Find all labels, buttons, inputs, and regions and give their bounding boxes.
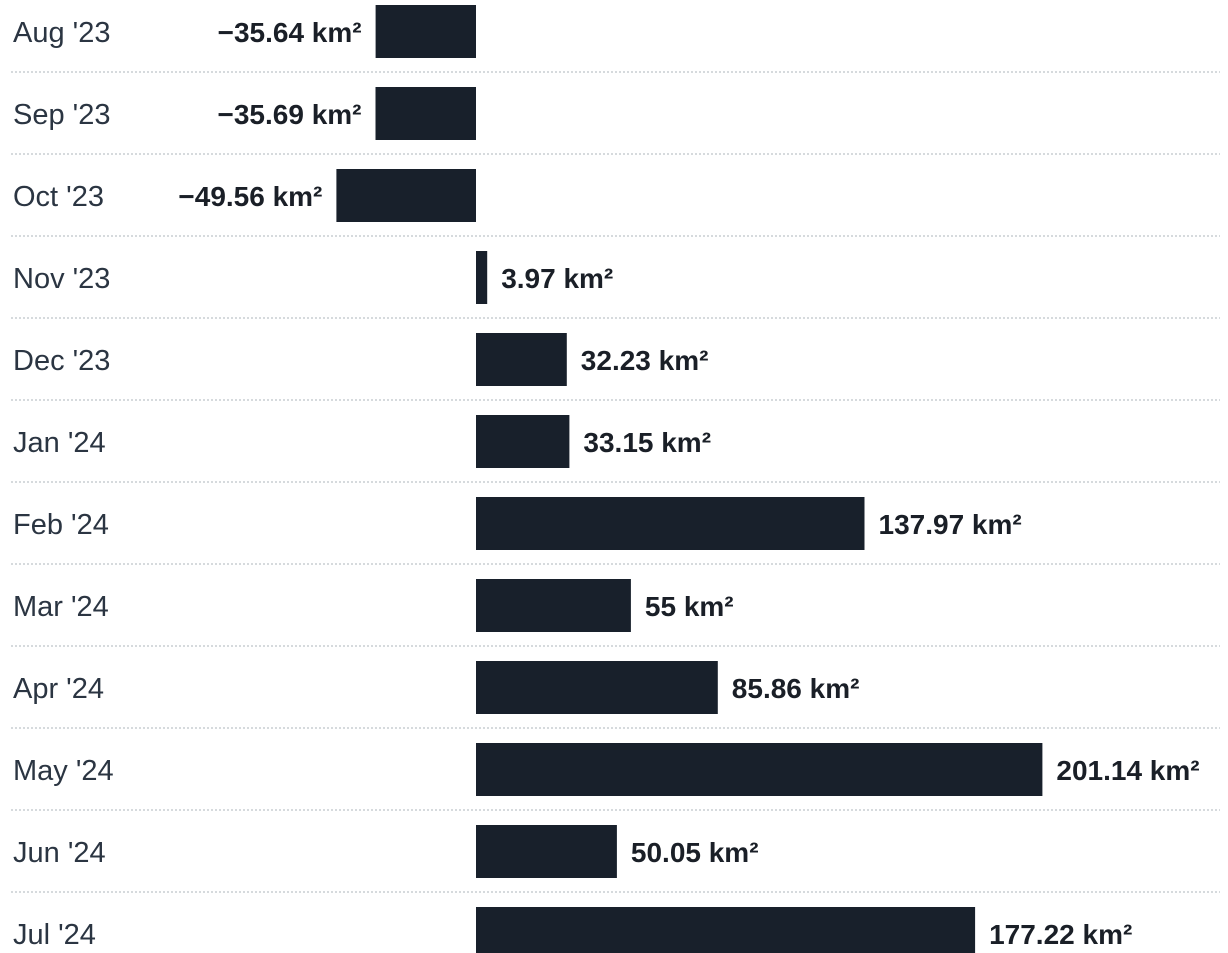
bar-mar-24 [476, 579, 631, 632]
bar-dec-23 [476, 333, 567, 386]
month-label-jan-24: Jan '24 [13, 427, 106, 459]
month-label-jun-24: Jun '24 [13, 837, 106, 869]
bar-oct-23 [336, 169, 476, 222]
bar-jul-24 [476, 907, 976, 953]
month-label-dec-23: Dec '23 [13, 345, 110, 377]
value-label-oct-23: −49.56 km² [178, 181, 322, 212]
month-label-sep-23: Sep '23 [13, 99, 110, 131]
month-label-aug-23: Aug '23 [13, 17, 110, 49]
value-label-nov-23: 3.97 km² [501, 263, 613, 294]
bar-jun-24 [476, 825, 617, 878]
value-label-mar-24: 55 km² [645, 591, 734, 622]
month-label-feb-24: Feb '24 [13, 509, 109, 541]
value-label-may-24: 201.14 km² [1056, 755, 1199, 786]
value-label-jun-24: 50.05 km² [631, 837, 759, 868]
month-label-oct-23: Oct '23 [13, 181, 104, 213]
value-label-jul-24: 177.22 km² [989, 919, 1132, 950]
bar-may-24 [476, 743, 1043, 796]
value-label-jan-24: 33.15 km² [583, 427, 711, 458]
bars [336, 5, 1043, 953]
bar-apr-24 [476, 661, 718, 714]
bar-jan-24 [476, 415, 570, 468]
bar-feb-24 [476, 497, 865, 550]
value-label-dec-23: 32.23 km² [581, 345, 709, 376]
month-label-may-24: May '24 [13, 755, 114, 787]
month-labels: Aug '23 Sep '23 Oct '23 Nov '23 Dec '23 Jan '… [13, 17, 114, 951]
bar-aug-23 [375, 5, 476, 58]
value-label-aug-23: −35.64 km² [218, 17, 362, 48]
value-label-apr-24: 85.86 km² [732, 673, 860, 704]
value-label-sep-23: −35.69 km² [218, 99, 362, 130]
value-labels: −35.64 km² −35.69 km² −49.56 km² 3.97 km² 32… [178, 17, 1199, 950]
month-label-mar-24: Mar '24 [13, 591, 109, 623]
month-label-jul-24: Jul '24 [13, 919, 96, 951]
bar-nov-23 [476, 251, 488, 304]
month-label-apr-24: Apr '24 [13, 673, 104, 705]
month-label-nov-23: Nov '23 [13, 263, 110, 295]
value-label-feb-24: 137.97 km² [879, 509, 1022, 540]
row-dividers [11, 71, 1220, 893]
bar-sep-23 [375, 87, 476, 140]
